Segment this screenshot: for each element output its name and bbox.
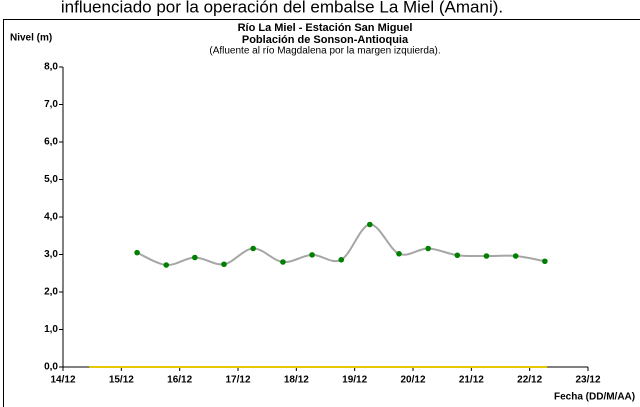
y-tick-label: 2,0 (44, 287, 58, 298)
data-point (163, 262, 170, 268)
x-tick-label: 20/12 (400, 375, 425, 386)
data-point (338, 256, 345, 263)
data-point (309, 252, 315, 258)
y-tick-label: 1,0 (44, 324, 58, 335)
y-tick-label: 4,0 (44, 212, 58, 223)
x-tick-label: 23/12 (575, 375, 600, 386)
y-tick-label: 8,0 (44, 62, 58, 73)
y-tick-label: 3,0 (44, 249, 58, 260)
caption: influenciado por la operación del embals… (61, 0, 503, 16)
x-tick-label: 16/12 (167, 375, 192, 386)
data-point (250, 245, 256, 252)
x-tick-label: 21/12 (459, 375, 484, 386)
data-point (454, 252, 461, 259)
x-tick-label: 19/12 (342, 375, 367, 386)
data-point (192, 254, 198, 261)
x-tick-label: 17/12 (225, 375, 250, 386)
chart-subtitle: (Afluente al río Magdalena por la margen… (209, 46, 440, 57)
data-point (134, 249, 140, 256)
y-axis-label: Nivel (m) (10, 33, 52, 44)
chart-frame (3, 19, 640, 407)
x-axis-label: Fecha (DD/M/AA) (554, 392, 635, 403)
y-tick-label: 6,0 (44, 137, 58, 148)
data-point (367, 221, 373, 228)
data-point (396, 250, 402, 257)
y-tick-label: 7,0 (44, 99, 58, 110)
chart-title: Río La Miel - Estación San Miguel (238, 22, 413, 34)
data-point (542, 258, 548, 265)
data-point (512, 253, 519, 259)
x-tick-label: 15/12 (109, 375, 134, 386)
x-tick-label: 18/12 (284, 375, 309, 386)
data-point (221, 261, 227, 268)
y-tick-label: 0,0 (44, 362, 58, 373)
data-point (483, 253, 490, 259)
data-point (280, 259, 286, 265)
chart-subtitle: Población de Sonson-Antioquia (242, 34, 409, 46)
x-tick-label: 14/12 (50, 375, 75, 386)
y-tick-label: 5,0 (44, 174, 58, 185)
x-tick-label: 22/12 (517, 375, 542, 386)
data-point (425, 245, 431, 252)
